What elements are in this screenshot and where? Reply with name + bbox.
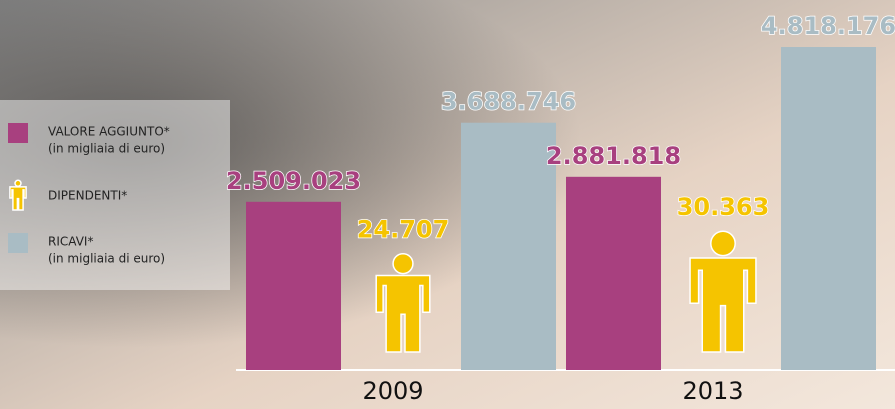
value-label: 2.509.023	[226, 167, 361, 195]
year-label: 2013	[682, 377, 743, 405]
legend-swatch	[8, 233, 28, 253]
year-label: 2009	[362, 377, 423, 405]
bar	[246, 202, 341, 370]
value-label: 24.707	[357, 216, 450, 244]
value-label: 4.818.176	[761, 12, 895, 40]
chart: 2.509.023 24.707 3.688.746 2009 2.881.818 30.…	[0, 0, 895, 409]
legend-label: DIPENDENTI*	[48, 189, 127, 203]
legend-label: VALORE AGGIUNTO*	[48, 125, 170, 139]
legend-note: (in migliaia di euro)	[48, 142, 165, 156]
legend-note: (in migliaia di euro)	[48, 252, 165, 266]
bar	[566, 177, 661, 370]
value-label: 3.688.746	[441, 88, 576, 116]
value-label: 2.881.818	[546, 142, 681, 170]
legend-label: RICAVI*	[48, 235, 93, 249]
bar	[461, 123, 556, 370]
value-label: 30.363	[677, 193, 770, 221]
legend-swatch	[8, 123, 28, 143]
bar	[781, 47, 876, 370]
